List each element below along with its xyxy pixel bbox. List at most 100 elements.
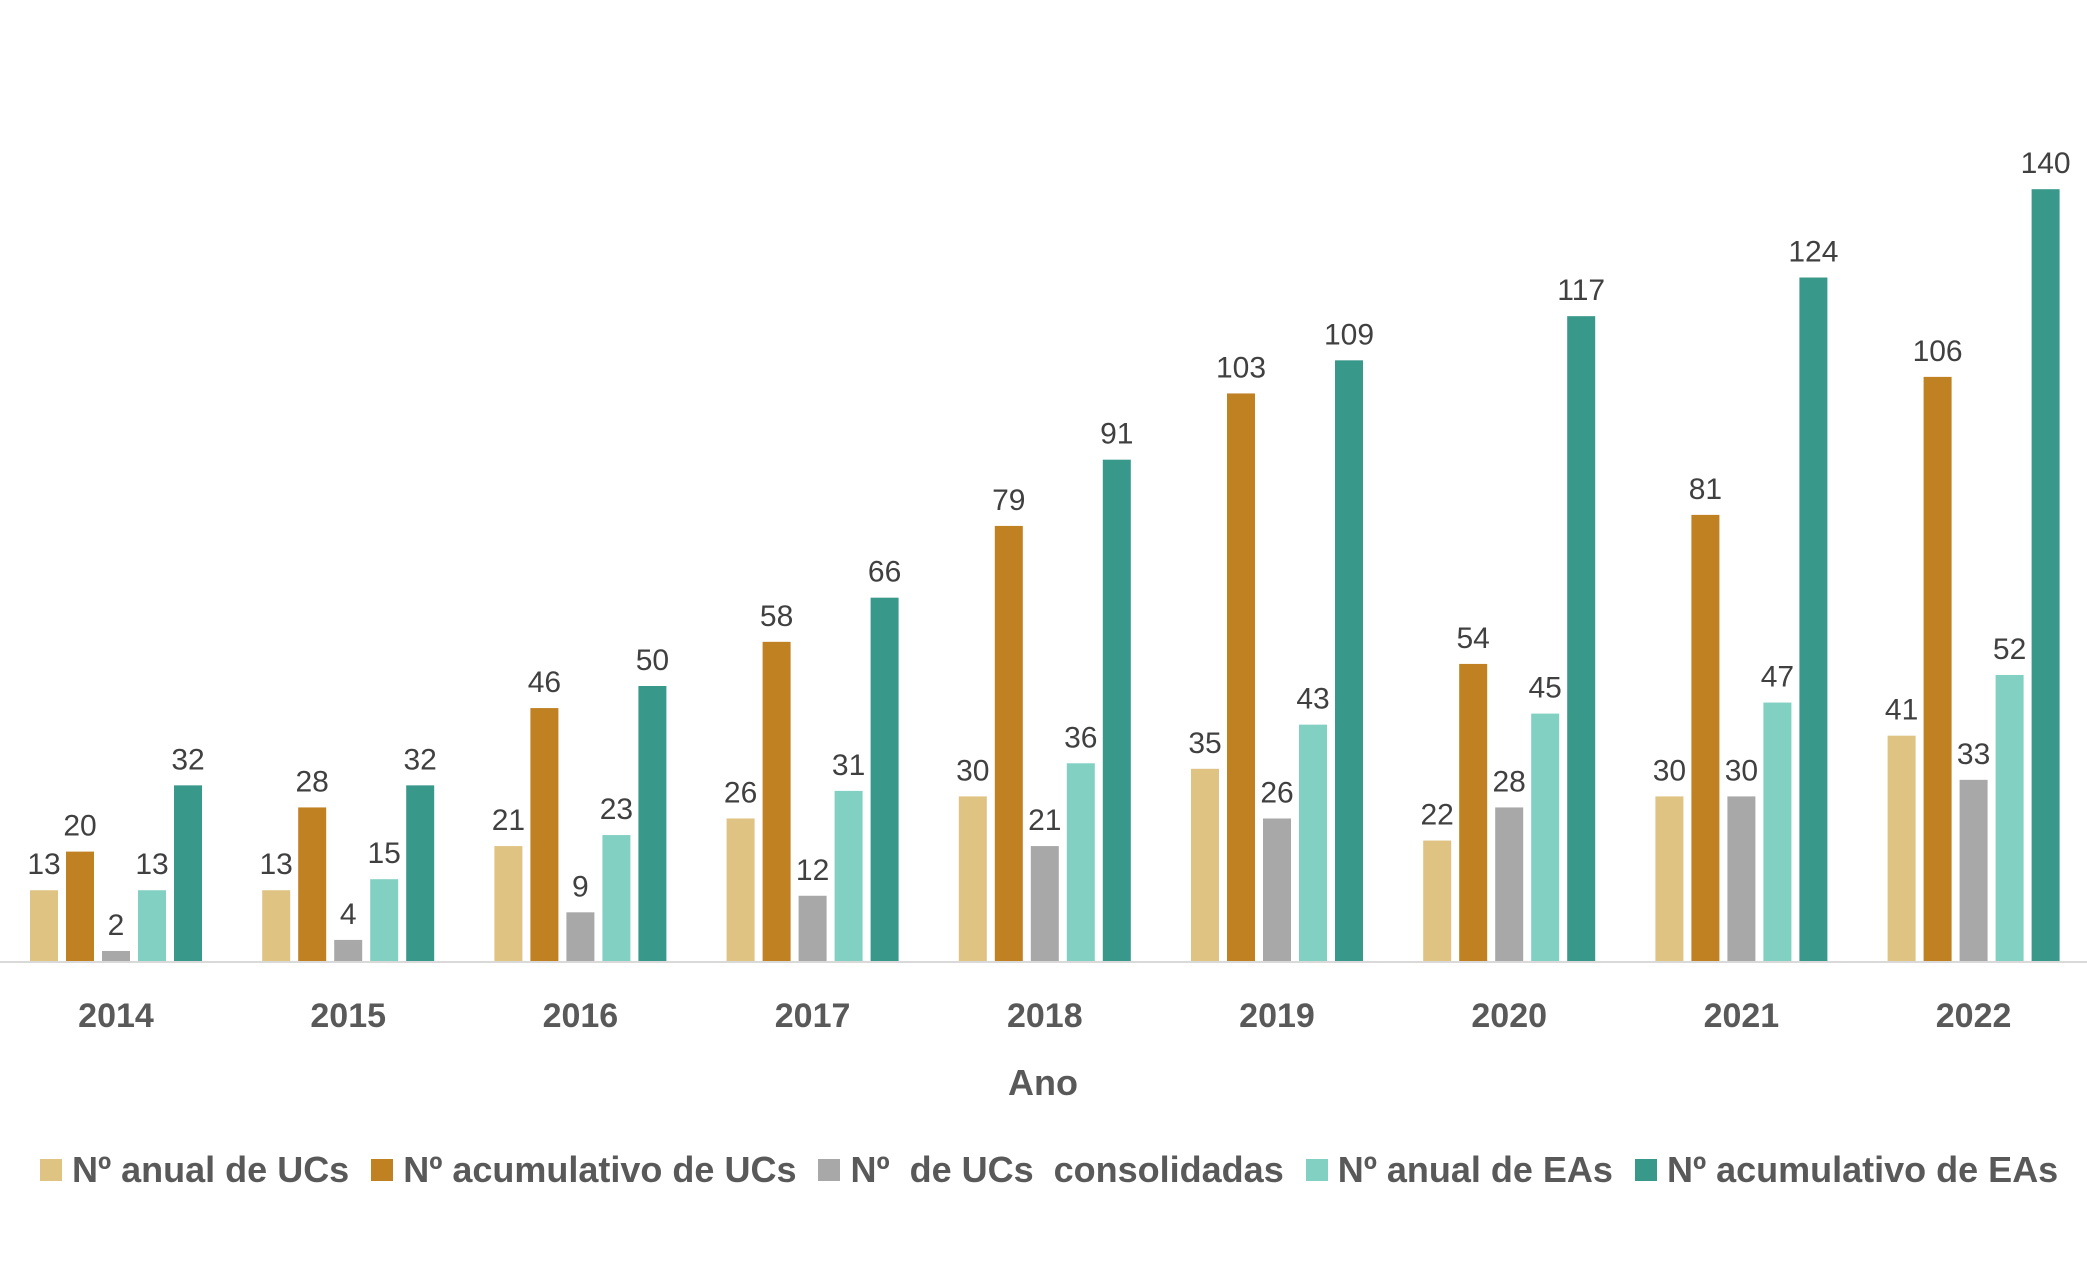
data-label: 117 [1557, 274, 1605, 307]
data-label: 106 [1913, 335, 1963, 368]
data-label: 21 [492, 804, 525, 837]
bar [1887, 735, 1916, 962]
bar [262, 890, 291, 962]
x-axis-title: Ano [1008, 1062, 1078, 1103]
data-label: 43 [1296, 683, 1329, 716]
bar [298, 807, 327, 962]
data-label: 26 [724, 776, 757, 809]
data-label: 31 [832, 749, 865, 782]
bar [1495, 807, 1524, 962]
bar [530, 708, 559, 962]
bar [1763, 702, 1792, 962]
x-tick-label: 2021 [1704, 997, 1780, 1035]
bar [334, 939, 363, 962]
data-label: 33 [1957, 738, 1990, 771]
x-tick-label: 2017 [775, 997, 851, 1035]
bar [958, 796, 987, 962]
x-tick-label: 2022 [1936, 997, 2012, 1035]
legend-item: Nº de UCs consolidadas [818, 1149, 1284, 1191]
data-label: 21 [1028, 804, 1061, 837]
x-tick-label: 2016 [543, 997, 619, 1035]
bar [138, 890, 166, 962]
data-label: 109 [1324, 318, 1374, 351]
bar [1102, 459, 1131, 962]
bar [994, 525, 1023, 962]
data-label: 58 [760, 600, 793, 633]
data-label: 23 [600, 793, 633, 826]
x-tick-label: 2018 [1007, 997, 1083, 1035]
bar [30, 890, 58, 962]
data-label: 2 [108, 909, 125, 942]
bar [406, 785, 435, 962]
bar [1567, 316, 1596, 962]
bars-layer [30, 189, 2060, 962]
x-tick-labels: 2014 2015 2016 2017 2018 2019 2020 2021 2022 [78, 997, 2011, 1035]
data-label: 20 [63, 810, 96, 843]
bar [174, 785, 202, 962]
bar [66, 851, 94, 962]
bar [566, 912, 595, 962]
x-tick-label: 2020 [1471, 997, 1547, 1035]
bar [1030, 846, 1059, 962]
bar [834, 790, 863, 962]
x-tick-label: 2019 [1239, 997, 1315, 1035]
data-label: 46 [528, 666, 561, 699]
data-label: 13 [27, 848, 60, 881]
bar [1531, 713, 1560, 962]
data-label: 103 [1216, 351, 1266, 384]
legend-swatch [1634, 1159, 1657, 1181]
data-label: 22 [1421, 799, 1454, 832]
data-label: 28 [1493, 765, 1526, 798]
data-label: 81 [1689, 473, 1722, 506]
bar [1923, 376, 1952, 962]
data-label: 45 [1529, 672, 1562, 705]
bar [1727, 796, 1756, 962]
legend-label: Nº anual de UCs [72, 1149, 350, 1190]
data-label: 36 [1064, 721, 1097, 754]
data-label: 35 [1188, 727, 1221, 760]
data-label: 140 [2021, 147, 2071, 180]
legend-label: Nº acumulativo de EAs [1666, 1149, 2059, 1190]
data-label: 28 [296, 765, 329, 798]
x-tick-label: 2015 [310, 997, 386, 1035]
bar [1066, 763, 1095, 962]
bar [494, 846, 523, 962]
data-label: 124 [1788, 236, 1838, 269]
bar [2031, 189, 2060, 962]
data-label: 47 [1761, 661, 1794, 694]
bar [1959, 779, 1988, 962]
data-label: 91 [1100, 418, 1133, 451]
data-label: 66 [868, 556, 901, 589]
data-label: 4 [340, 898, 357, 931]
bar [726, 818, 755, 962]
legend-swatch [818, 1159, 841, 1181]
legend-label: Nº anual de EAs [1337, 1149, 1613, 1190]
bar [1459, 663, 1488, 962]
bar [1191, 768, 1219, 962]
bar [1227, 393, 1255, 962]
bar [1263, 818, 1291, 962]
data-label: 26 [1260, 776, 1293, 809]
legend-swatch [1305, 1159, 1328, 1181]
data-label: 52 [1993, 633, 2026, 666]
bar [1799, 277, 1828, 962]
data-label: 30 [1725, 754, 1758, 787]
legend-swatch [40, 1159, 62, 1181]
bar [1299, 724, 1327, 962]
data-label: 54 [1457, 622, 1490, 655]
data-label: 79 [992, 484, 1025, 517]
bar [1335, 360, 1363, 962]
legend-item: Nº anual de UCs [40, 1149, 349, 1191]
legend-item: Nº acumulativo de EAs [1634, 1149, 2059, 1191]
legend-label: Nº de UCs consolidadas [850, 1149, 1284, 1190]
bar [638, 686, 667, 962]
data-label: 15 [368, 837, 401, 870]
bar [798, 895, 827, 962]
value-labels-layer: 1320213321328415322146923502658123166307… [27, 147, 2070, 942]
legend-item: Nº acumulativo de UCs [371, 1149, 796, 1191]
bar [370, 879, 399, 962]
bar [102, 950, 130, 962]
bar [602, 835, 631, 962]
data-label: 12 [796, 854, 829, 887]
